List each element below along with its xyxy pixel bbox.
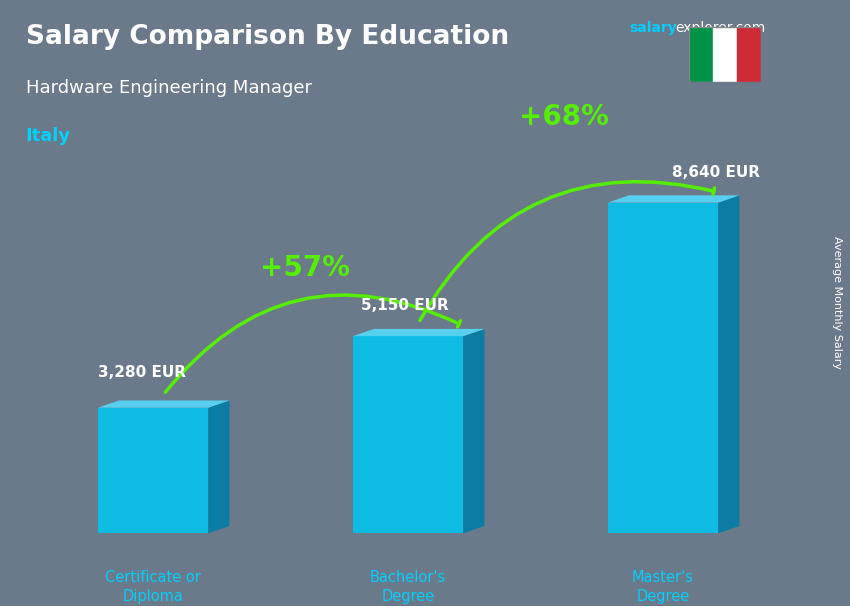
- Text: Hardware Engineering Manager: Hardware Engineering Manager: [26, 79, 311, 97]
- Polygon shape: [208, 401, 230, 533]
- Text: Italy: Italy: [26, 127, 71, 145]
- FancyBboxPatch shape: [608, 202, 718, 533]
- Text: +68%: +68%: [519, 102, 609, 130]
- Text: Master's
Degree: Master's Degree: [632, 570, 694, 604]
- Text: Salary Comparison By Education: Salary Comparison By Education: [26, 24, 508, 50]
- Text: 3,280 EUR: 3,280 EUR: [98, 365, 186, 381]
- Polygon shape: [463, 329, 484, 533]
- Bar: [688, 27, 712, 82]
- Text: +57%: +57%: [260, 255, 350, 282]
- FancyBboxPatch shape: [98, 408, 208, 533]
- Polygon shape: [608, 195, 740, 202]
- Text: Certificate or
Diploma: Certificate or Diploma: [105, 570, 201, 604]
- Text: explorer.com: explorer.com: [676, 21, 766, 35]
- Bar: [737, 27, 761, 82]
- Polygon shape: [353, 329, 484, 336]
- Text: 8,640 EUR: 8,640 EUR: [672, 165, 760, 179]
- Text: salary: salary: [629, 21, 677, 35]
- Text: 5,150 EUR: 5,150 EUR: [361, 298, 449, 313]
- Bar: [712, 27, 737, 82]
- Polygon shape: [98, 401, 230, 408]
- Polygon shape: [718, 195, 740, 533]
- FancyBboxPatch shape: [353, 336, 463, 533]
- Text: Average Monthly Salary: Average Monthly Salary: [832, 236, 842, 370]
- Text: Bachelor's
Degree: Bachelor's Degree: [370, 570, 446, 604]
